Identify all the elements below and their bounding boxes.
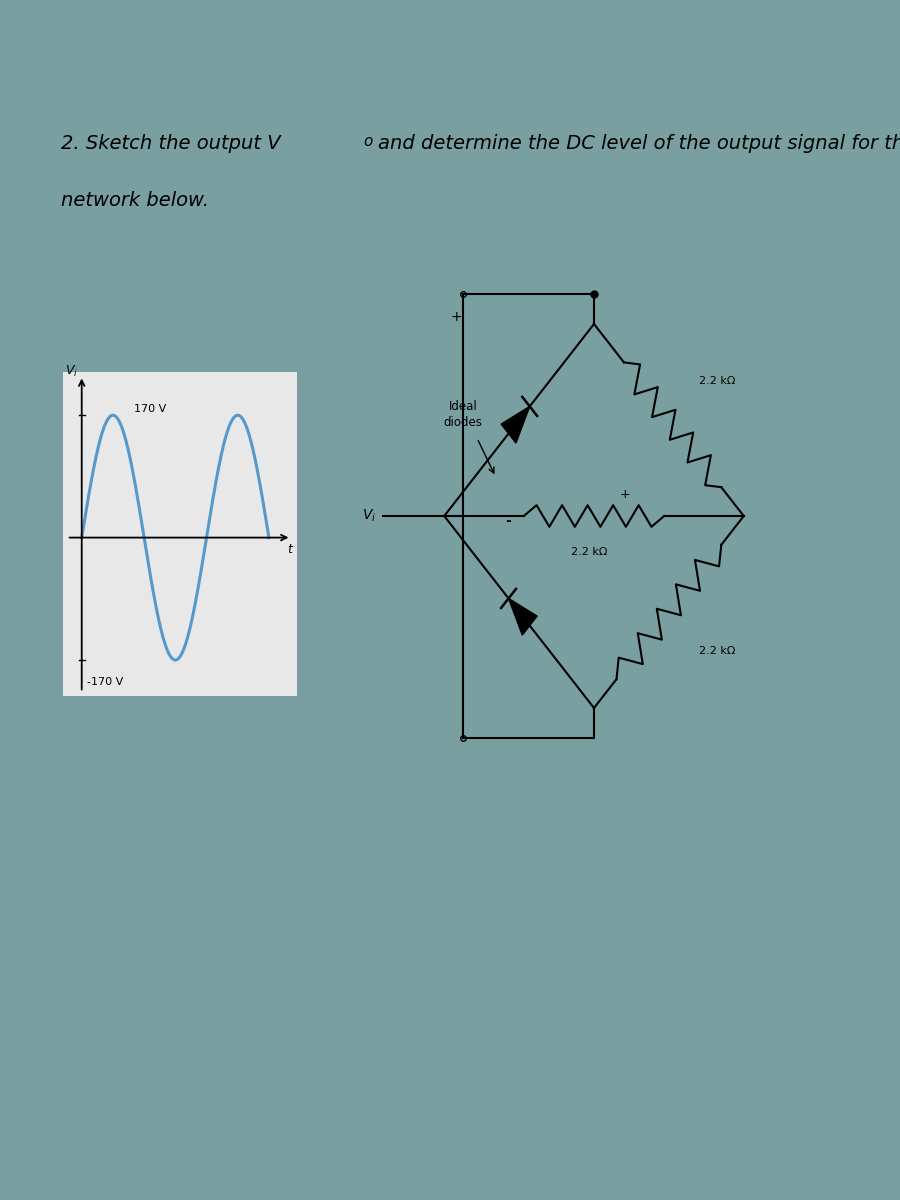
Text: and determine the DC level of the output signal for the given: and determine the DC level of the output… — [378, 133, 900, 152]
Polygon shape — [508, 599, 537, 635]
Text: 170 V: 170 V — [134, 403, 166, 414]
Text: Ideal
diodes: Ideal diodes — [444, 400, 482, 428]
Text: t: t — [288, 544, 292, 557]
Text: -: - — [505, 514, 511, 528]
Text: 2.2 kΩ: 2.2 kΩ — [571, 547, 607, 557]
Text: +: + — [450, 310, 462, 324]
Text: network below.: network below. — [61, 191, 209, 210]
Text: 2.2 kΩ: 2.2 kΩ — [699, 646, 735, 656]
Text: 2.2 kΩ: 2.2 kΩ — [699, 376, 735, 386]
Polygon shape — [501, 407, 530, 443]
Text: $V_i$: $V_i$ — [65, 364, 77, 379]
Text: 2. Sketch the output V: 2. Sketch the output V — [61, 133, 281, 152]
Text: o: o — [363, 133, 373, 149]
Text: -170 V: -170 V — [87, 677, 123, 688]
Text: $V_i$: $V_i$ — [363, 508, 376, 524]
Text: +: + — [620, 488, 630, 502]
